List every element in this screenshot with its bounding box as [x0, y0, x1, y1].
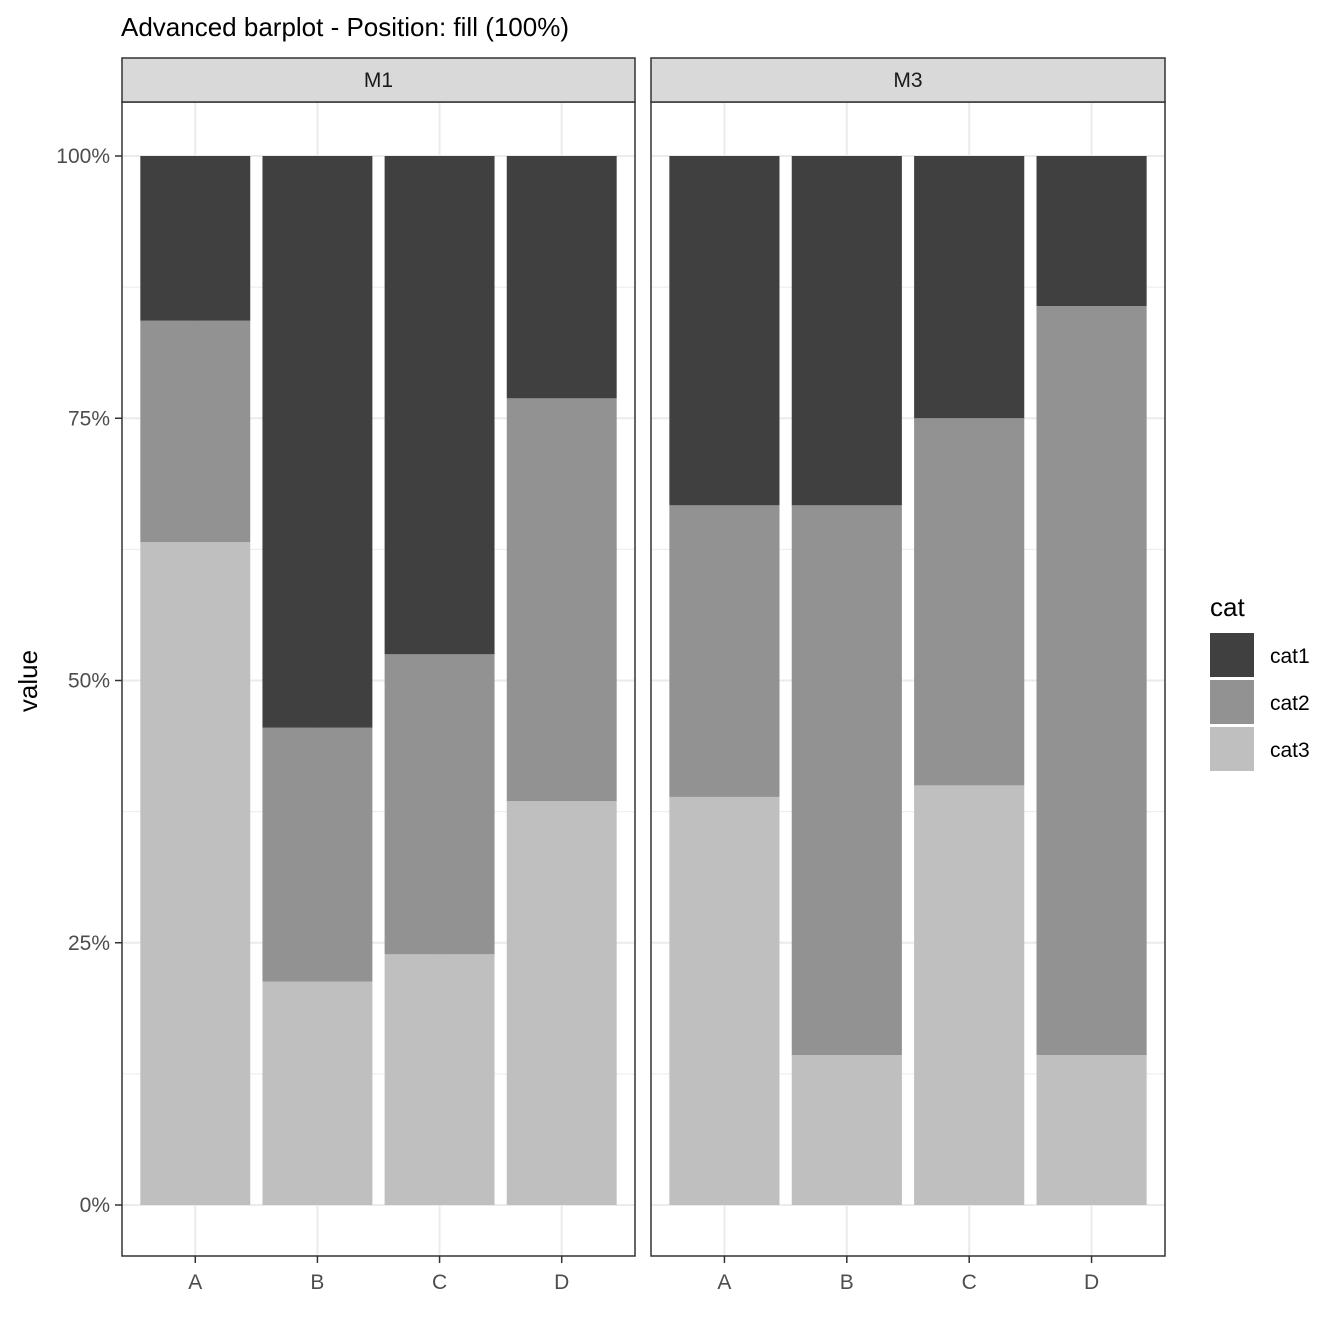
- x-tick-label: B: [840, 1271, 854, 1294]
- bar-segment-M1-A-cat2: [140, 320, 251, 543]
- x-tick-label: C: [432, 1271, 447, 1294]
- facet-panel-M3: M3 A B C D: [650, 57, 1166, 1294]
- legend-key-cat1: [1210, 633, 1254, 677]
- bar-segment-M3-A-cat3: [669, 796, 780, 1205]
- legend-key-cat3: [1210, 727, 1254, 771]
- legend-label-cat2: cat2: [1270, 692, 1310, 715]
- legend-key-cat2: [1210, 680, 1254, 724]
- bar-segment-M1-D-cat2: [506, 398, 617, 802]
- x-tick-label: A: [717, 1271, 731, 1294]
- y-tick-label: 25%: [68, 932, 110, 955]
- y-axis-title: value: [13, 650, 43, 712]
- y-tick-label: 100%: [56, 145, 110, 168]
- bar-segment-M3-D-cat1: [1036, 156, 1147, 307]
- bar-segment-M3-D-cat2: [1036, 306, 1147, 1055]
- facet-strip-label: M3: [893, 69, 922, 92]
- legend-label-cat3: cat3: [1270, 739, 1310, 762]
- bar-segment-M1-A-cat1: [140, 156, 251, 321]
- bar-segment-M3-A-cat2: [669, 505, 780, 797]
- legend-label-cat1: cat1: [1270, 645, 1310, 668]
- x-tick-label: D: [1084, 1271, 1099, 1294]
- bar-segment-M3-D-cat3: [1036, 1054, 1147, 1205]
- y-tick-label: 0%: [80, 1194, 110, 1217]
- bar-segment-M1-C-cat2: [384, 654, 495, 955]
- bar-segment-M3-C-cat1: [914, 156, 1025, 419]
- y-tick-label: 50%: [68, 670, 110, 693]
- y-axis: 0% 25% 50% 75% 100%: [56, 145, 122, 1217]
- bar-segment-M1-C-cat1: [384, 156, 495, 655]
- bar-segment-M1-A-cat3: [140, 542, 251, 1205]
- bar-segment-M1-C-cat3: [384, 954, 495, 1205]
- chart-title: Advanced barplot - Position: fill (100%): [121, 12, 569, 42]
- facet-strip: [121, 57, 636, 103]
- x-tick-label: D: [554, 1271, 569, 1294]
- facets: M1 A B C D M3 A B C D: [121, 57, 1166, 1294]
- bar-segment-M3-C-cat2: [914, 418, 1025, 786]
- bar-segment-M1-B-cat2: [262, 727, 373, 982]
- facet-strip: [650, 57, 1166, 103]
- bar-segment-M3-B-cat1: [791, 156, 902, 506]
- bar-segment-M3-B-cat3: [791, 1054, 902, 1205]
- legend: cat cat1 cat2 cat3: [1210, 592, 1310, 771]
- bar-segment-M1-D-cat3: [506, 801, 617, 1205]
- y-tick-label: 75%: [68, 407, 110, 430]
- legend-title: cat: [1210, 592, 1245, 622]
- bar-segment-M3-C-cat3: [914, 785, 1025, 1205]
- bar-segment-M1-D-cat1: [506, 156, 617, 399]
- x-tick-label: C: [962, 1271, 977, 1294]
- bar-segment-M1-B-cat1: [262, 156, 373, 728]
- bar-segment-M3-B-cat2: [791, 505, 902, 1055]
- x-tick-label: B: [310, 1271, 324, 1294]
- bar-segment-M3-A-cat1: [669, 156, 780, 506]
- bar-segment-M1-B-cat3: [262, 981, 373, 1205]
- x-tick-label: A: [188, 1271, 202, 1294]
- facet-panel-M1: M1 A B C D: [121, 57, 636, 1294]
- facet-strip-label: M1: [364, 69, 393, 92]
